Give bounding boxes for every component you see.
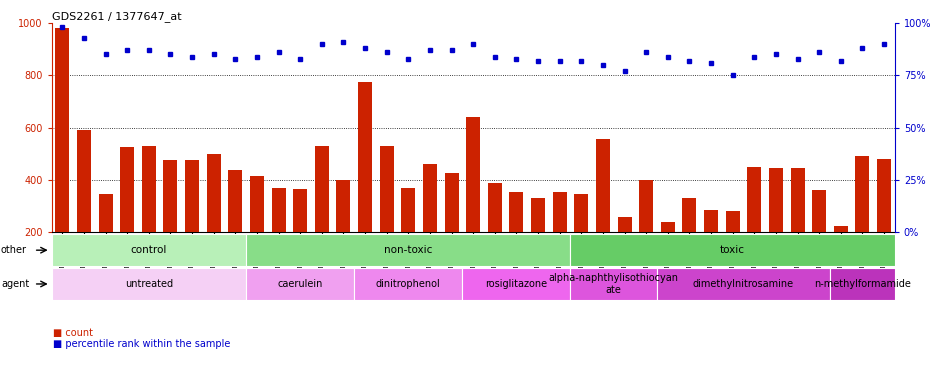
Bar xyxy=(77,130,91,285)
Bar xyxy=(401,188,415,285)
Text: alpha-naphthylisothiocyan
ate: alpha-naphthylisothiocyan ate xyxy=(548,273,678,295)
Text: untreated: untreated xyxy=(124,279,173,289)
Bar xyxy=(55,28,69,285)
Bar xyxy=(724,211,739,285)
Text: n-methylformamide: n-methylformamide xyxy=(813,279,910,289)
Text: control: control xyxy=(130,245,167,255)
Bar xyxy=(488,183,502,285)
Bar xyxy=(660,222,674,285)
Bar xyxy=(379,146,393,285)
Bar xyxy=(228,170,242,285)
Bar xyxy=(570,268,656,300)
Text: toxic: toxic xyxy=(720,245,744,255)
Bar xyxy=(829,268,894,300)
Text: ■ count: ■ count xyxy=(53,328,94,338)
Bar xyxy=(358,82,372,285)
Bar xyxy=(509,192,523,285)
Bar xyxy=(207,154,221,285)
Bar xyxy=(250,176,264,285)
Bar xyxy=(444,174,458,285)
Bar xyxy=(876,159,890,285)
Bar xyxy=(812,190,826,285)
Text: other: other xyxy=(1,245,27,255)
Bar xyxy=(656,268,829,300)
Bar xyxy=(98,194,112,285)
Bar xyxy=(246,268,354,300)
Text: dinitrophenol: dinitrophenol xyxy=(375,279,440,289)
Bar xyxy=(746,167,760,285)
Text: caerulein: caerulein xyxy=(277,279,323,289)
Text: non-toxic: non-toxic xyxy=(384,245,432,255)
Text: dimethylnitrosamine: dimethylnitrosamine xyxy=(692,279,793,289)
Bar xyxy=(141,146,155,285)
Bar xyxy=(703,210,717,285)
Bar xyxy=(461,268,570,300)
Bar xyxy=(552,192,566,285)
Bar xyxy=(570,234,894,266)
Bar xyxy=(595,139,609,285)
Bar xyxy=(422,164,436,285)
Bar xyxy=(163,161,177,285)
Text: agent: agent xyxy=(1,279,29,289)
Bar xyxy=(246,234,570,266)
Bar xyxy=(638,180,652,285)
Bar xyxy=(51,268,246,300)
Bar xyxy=(271,188,285,285)
Bar xyxy=(833,226,847,285)
Bar xyxy=(855,156,869,285)
Bar xyxy=(574,194,588,285)
Bar xyxy=(681,198,695,285)
Bar xyxy=(790,168,804,285)
Bar xyxy=(531,198,545,285)
Bar xyxy=(293,189,307,285)
Bar xyxy=(336,180,350,285)
Text: GDS2261 / 1377647_at: GDS2261 / 1377647_at xyxy=(51,11,181,22)
Bar xyxy=(51,234,246,266)
Bar xyxy=(354,268,461,300)
Bar xyxy=(184,161,198,285)
Bar xyxy=(465,117,479,285)
Bar xyxy=(120,147,134,285)
Text: rosiglitazone: rosiglitazone xyxy=(485,279,547,289)
Bar xyxy=(617,217,631,285)
Text: ■ percentile rank within the sample: ■ percentile rank within the sample xyxy=(53,339,230,349)
Bar xyxy=(314,146,329,285)
Bar xyxy=(768,168,782,285)
